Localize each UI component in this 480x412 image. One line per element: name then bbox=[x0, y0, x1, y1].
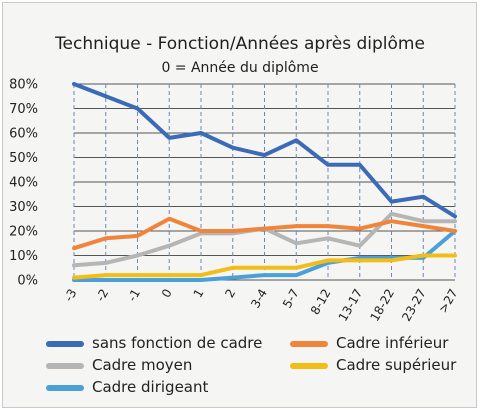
y-tick-label: 40% bbox=[9, 176, 38, 191]
x-tick-label: 5-7 bbox=[280, 287, 302, 311]
x-tick-label: 2 bbox=[222, 287, 238, 301]
legend-swatch bbox=[46, 362, 84, 369]
series-line-sans-fonction-de-cadre bbox=[72, 82, 457, 219]
y-tick-label: 30% bbox=[9, 200, 38, 215]
gridlines bbox=[73, 83, 456, 281]
legend-item-cadre-moyen: Cadre moyen bbox=[46, 356, 192, 374]
legend-label: Cadre moyen bbox=[92, 356, 193, 374]
x-axis: -3 -2 -1 0 1 2 3-4 5-7 8-12 13-17 18-22 23-27 >27 bbox=[61, 287, 460, 324]
series-line-cadre-inf-rieur bbox=[72, 216, 457, 251]
legend-item-cadre-superieur: Cadre supérieur bbox=[290, 356, 456, 374]
legend-item-cadre-dirigeant: Cadre dirigeant bbox=[46, 378, 208, 396]
y-tick-label: 70% bbox=[9, 102, 38, 117]
legend-swatch bbox=[290, 340, 328, 347]
x-tick-label: -1 bbox=[125, 287, 143, 304]
x-tick-label: 0 bbox=[159, 287, 175, 301]
legend-item-sans-fonction: sans fonction de cadre bbox=[46, 334, 262, 352]
y-tick-label: 10% bbox=[9, 249, 38, 264]
x-tick-label: 23-27 bbox=[399, 287, 429, 324]
legend-label: Cadre supérieur bbox=[336, 356, 457, 374]
x-tick-label: 8-12 bbox=[308, 287, 334, 318]
legend-label: Cadre dirigeant bbox=[92, 378, 209, 396]
x-tick-label: 13-17 bbox=[336, 287, 366, 324]
x-tick-label: >27 bbox=[436, 287, 461, 316]
chart-title: Technique - Fonction/Années après diplôm… bbox=[55, 34, 425, 54]
legend-item-cadre-inferieur: Cadre inférieur bbox=[290, 334, 448, 352]
y-tick-label: 50% bbox=[9, 151, 38, 166]
series-line-cadre-sup-rieur bbox=[72, 253, 457, 280]
x-tick-label: 1 bbox=[191, 287, 207, 301]
x-tick-label: -3 bbox=[61, 287, 79, 304]
y-tick-label: 80% bbox=[9, 78, 38, 93]
legend-swatch bbox=[46, 340, 84, 347]
y-tick-label: 0% bbox=[17, 274, 38, 289]
chart-frame bbox=[2, 2, 477, 408]
legend-label: sans fonction de cadre bbox=[92, 334, 263, 352]
x-tick-label: 3-4 bbox=[248, 287, 270, 311]
legend-swatch bbox=[290, 362, 328, 369]
x-tick-label: 18-22 bbox=[368, 287, 398, 324]
chart-subtitle: 0 = Année du diplôme bbox=[161, 60, 319, 76]
x-tick-label: -2 bbox=[93, 287, 111, 304]
series-lines bbox=[72, 82, 457, 282]
legend-swatch bbox=[46, 384, 84, 391]
y-tick-label: 20% bbox=[9, 225, 38, 240]
y-axis: 0% 10% 20% 30% 40% 50% 60% 70% 80% bbox=[9, 78, 38, 289]
legend-label: Cadre inférieur bbox=[336, 334, 449, 352]
y-tick-label: 60% bbox=[9, 127, 38, 142]
series-line-cadre-dirigeant bbox=[72, 229, 457, 282]
